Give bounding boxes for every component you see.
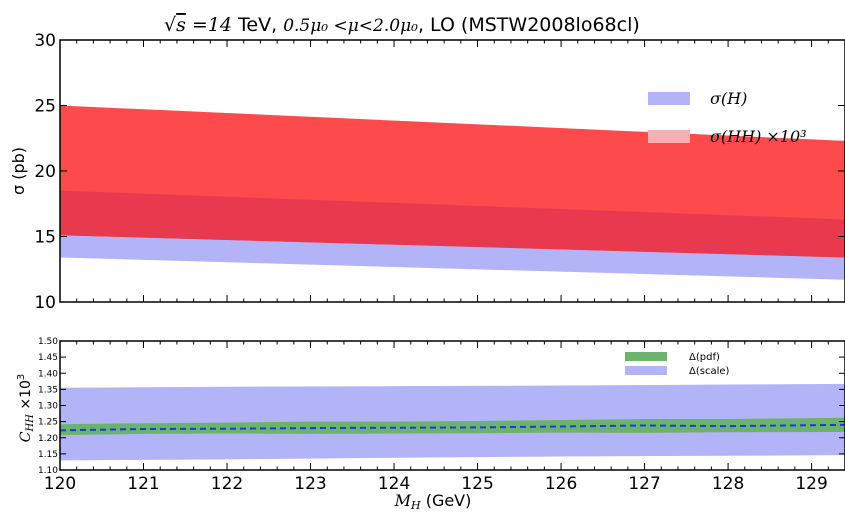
top-y-tick-label: 10 [34, 293, 56, 313]
x-tick-label: 122 [211, 474, 243, 494]
bottom-y-tick-label: 1.25 [38, 418, 58, 428]
top-y-tick-label: 30 [34, 31, 56, 51]
legend-swatch-delta-pdf [625, 352, 667, 361]
legend-label-sigma-h: σ(H) [710, 89, 747, 108]
legend-swatch-sigma-hh [648, 130, 690, 143]
chart-title: √s =14 TeV, 0.5μ₀ <μ<2.0μ₀, LO (MSTW2008… [164, 14, 640, 36]
bottom-y-tick-label: 1.15 [38, 450, 58, 460]
legend-label-delta-scale: Δ(scale) [689, 366, 730, 377]
top-legend: σ(H) σ(HH) ×10³ [648, 89, 807, 146]
top-y-tick-label: 15 [34, 228, 56, 248]
legend-swatch-sigma-h [648, 92, 690, 105]
x-tick-label: 128 [712, 474, 744, 494]
x-tick-label: 124 [378, 474, 410, 494]
legend-swatch-delta-scale [625, 366, 667, 375]
bottom-y-tick-label: 1.30 [38, 402, 58, 412]
bottom-y-tick-label: 1.50 [38, 337, 58, 347]
bottom-y-tick-label: 1.45 [38, 353, 58, 363]
band-overlap [60, 190, 845, 258]
bottom-y-tick-label: 1.35 [38, 385, 58, 395]
bottom-panel: 1.10 1.15 1.20 1.25 1.30 1.35 1.40 1.45 1.50 120… [16, 337, 845, 512]
x-tick-label: 126 [545, 474, 577, 494]
top-y-tick-label: 25 [34, 97, 56, 117]
x-tick-label: 123 [294, 474, 326, 494]
x-tick-label: 125 [461, 474, 493, 494]
legend-label-delta-pdf: Δ(pdf) [689, 352, 720, 363]
top-y-tick-label: 20 [34, 162, 56, 182]
x-tick-label: 120 [44, 474, 76, 494]
bottom-x-ticks: 120 121 122 123 124 125 126 127 128 129 [44, 341, 829, 494]
bottom-y-tick-label: 1.10 [38, 466, 58, 476]
x-tick-label: 127 [628, 474, 660, 494]
top-y-ticks: 10 15 20 25 30 [34, 31, 845, 313]
bottom-legend: Δ(pdf) Δ(scale) [625, 352, 730, 377]
band-delta-pdf [60, 417, 845, 436]
x-tick-label: 129 [795, 474, 827, 494]
x-axis-label: MH (GeV) [394, 491, 472, 512]
top-y-axis-label: σ (pb) [9, 147, 28, 195]
bottom-y-ticks: 1.10 1.15 1.20 1.25 1.30 1.35 1.40 1.45 1.50 [38, 337, 845, 476]
x-tick-label: 121 [127, 474, 159, 494]
top-bands [60, 105, 845, 280]
bottom-y-axis-label: CHH ×103 [16, 374, 36, 443]
bottom-bands [59, 383, 845, 461]
legend-label-sigma-hh: σ(HH) ×10³ [710, 127, 807, 146]
bottom-y-tick-label: 1.20 [38, 434, 58, 444]
top-panel: 10 15 20 25 30 σ (pb) σ(H) σ(HH) ×10³ [9, 31, 845, 313]
central-value-line [59, 423, 845, 432]
bottom-y-tick-label: 1.40 [38, 369, 58, 379]
